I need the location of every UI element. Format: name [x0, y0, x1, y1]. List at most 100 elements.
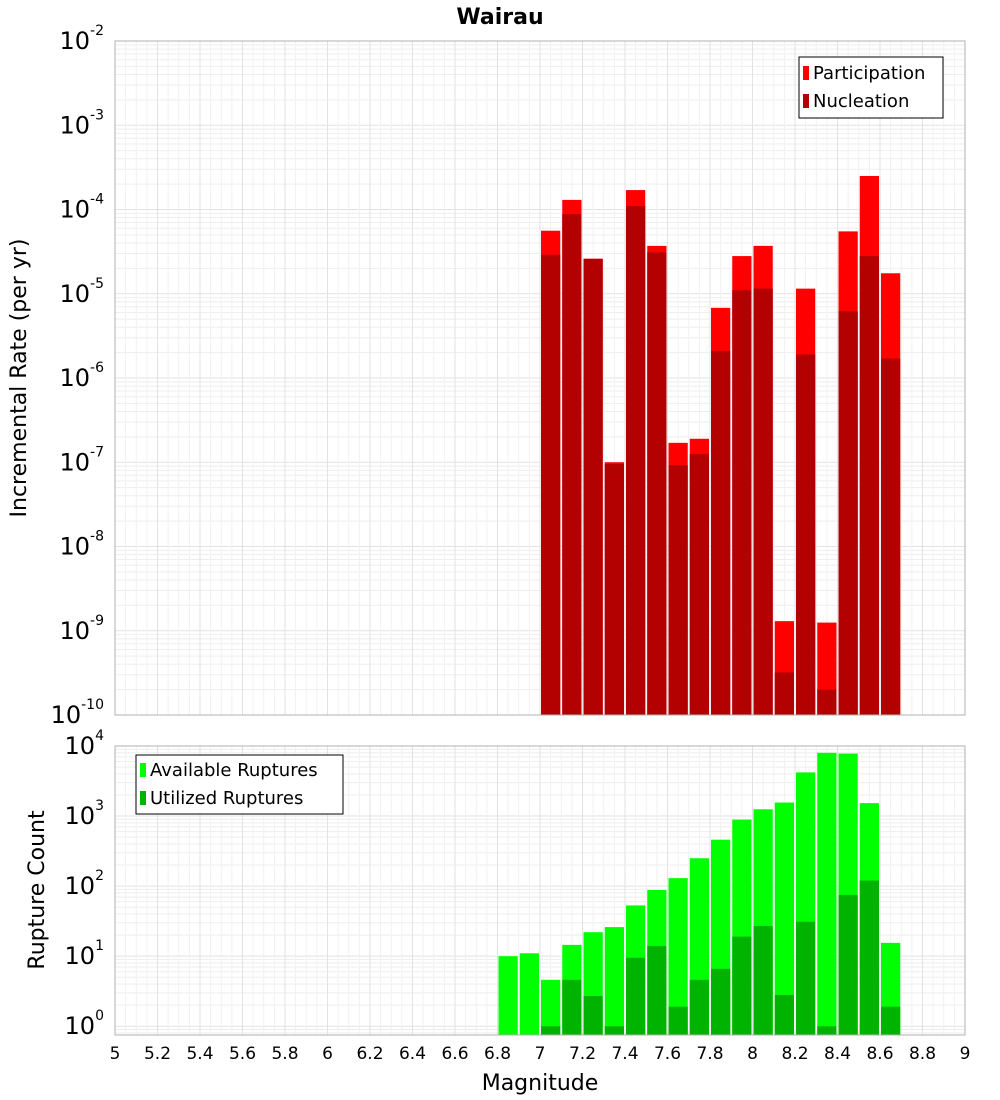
bar-nucleation-7.3	[604, 464, 624, 715]
bottom-bars	[498, 752, 901, 1035]
legend-swatch-nucleation	[803, 94, 809, 108]
bottom-y-axis-label: Rupture Count	[25, 810, 50, 970]
x-tick-label: 8.8	[909, 1044, 936, 1064]
x-tick-label: 5.8	[271, 1044, 298, 1064]
top-plot-frame	[114, 40, 966, 716]
top-bars	[541, 175, 901, 716]
bar-nucleation-7.1	[562, 214, 582, 715]
bar-nucleation-8.2	[796, 354, 816, 715]
top-y-tick-label: 10-5	[59, 276, 104, 308]
top-y-tick-label: 10-6	[59, 360, 104, 392]
bar-utilized-ruptures-7.7	[689, 979, 709, 1035]
bar-nucleation-7	[541, 254, 561, 715]
legend-swatch-utilized-ruptures	[140, 791, 146, 805]
top-y-tick-label: 10-9	[59, 613, 104, 645]
bar-utilized-ruptures-7	[541, 1026, 561, 1035]
top-y-axis-label: Incremental Rate (per yr)	[7, 239, 32, 518]
chart-title: Wairau	[456, 5, 543, 30]
bar-nucleation-7.4	[626, 206, 646, 715]
x-tick-label: 8	[747, 1044, 758, 1064]
x-tick-label: 6.6	[441, 1044, 468, 1064]
x-tick-label: 7.8	[696, 1044, 723, 1064]
bottom-legend: Available Ruptures Utilized Ruptures	[135, 754, 344, 815]
bar-available-ruptures-7	[541, 979, 561, 1035]
bar-nucleation-8.4	[838, 311, 858, 715]
bar-available-ruptures-7.3	[604, 927, 624, 1035]
bar-utilized-ruptures-7.4	[626, 957, 646, 1035]
bar-utilized-ruptures-7.3	[604, 1026, 624, 1035]
top-grid	[114, 41, 966, 716]
legend-swatch-participation	[803, 66, 809, 80]
x-tick-label: 5.4	[186, 1044, 213, 1064]
x-tick-label: 5.6	[229, 1044, 256, 1064]
bar-available-ruptures-8.1	[774, 802, 794, 1035]
legend-label-available-ruptures: Available Ruptures	[150, 760, 318, 781]
bottom-y-tick-label: 102	[65, 868, 104, 900]
top-y-tick-label: 10-4	[59, 192, 104, 224]
top-legend-box	[798, 56, 944, 119]
bar-utilized-ruptures-8	[753, 925, 773, 1035]
bar-nucleation-7.7	[689, 454, 709, 715]
legend-swatch-available-ruptures	[140, 763, 146, 777]
x-ticks: 5 5.2 5.4 5.6 5.8 6 6.2 6.4 6.6 6.8 7 7.2 7.4 7.6 7.8 8…	[110, 1044, 971, 1064]
bar-utilized-ruptures-8.3	[817, 1026, 837, 1035]
x-tick-label: 7.2	[569, 1044, 596, 1064]
top-legend: Participation Nucleation	[798, 56, 944, 119]
legend-label-nucleation: Nucleation	[813, 91, 909, 112]
bar-available-ruptures-6.8	[498, 956, 518, 1035]
bar-nucleation-7.2	[583, 258, 603, 715]
bar-nucleation-8.1	[774, 672, 794, 715]
x-tick-label: 6.8	[484, 1044, 511, 1064]
bar-utilized-ruptures-8.5	[859, 880, 879, 1035]
x-tick-label: 5	[110, 1044, 121, 1064]
bar-utilized-ruptures-7.8	[711, 968, 731, 1035]
bottom-y-tick-label: 101	[65, 938, 104, 970]
bar-available-ruptures-8.3	[817, 752, 837, 1035]
bar-nucleation-8	[753, 288, 773, 715]
top-y-tick-label: 10-2	[59, 23, 104, 55]
bar-nucleation-8.5	[859, 256, 879, 715]
bar-utilized-ruptures-8.4	[838, 894, 858, 1035]
bar-nucleation-7.9	[732, 290, 752, 715]
legend-label-participation: Participation	[813, 63, 925, 84]
x-axis-label: Magnitude	[482, 1071, 599, 1096]
x-tick-label: 8.2	[781, 1044, 808, 1064]
bar-nucleation-8.6	[881, 358, 901, 715]
top-y-tick-label: 10-7	[59, 444, 104, 476]
x-tick-label: 9	[960, 1044, 971, 1064]
top-y-tick-label: 10-3	[59, 107, 104, 139]
bar-utilized-ruptures-8.1	[774, 994, 794, 1035]
bar-utilized-ruptures-7.2	[583, 996, 603, 1035]
top-y-ticks: 10-10 10-9 10-8 10-7 10-6 10-5 10-4 10-3 10-2	[51, 23, 105, 729]
bottom-plot-frame	[114, 745, 966, 1036]
bar-utilized-ruptures-7.9	[732, 936, 752, 1035]
legend-label-utilized-ruptures: Utilized Ruptures	[150, 788, 303, 809]
x-tick-label: 8.6	[866, 1044, 893, 1064]
bar-nucleation-7.8	[711, 350, 731, 715]
x-tick-label: 6.4	[399, 1044, 426, 1064]
bar-utilized-ruptures-7.1	[562, 979, 582, 1035]
bottom-y-tick-label: 100	[65, 1008, 104, 1040]
x-tick-label: 7.6	[654, 1044, 681, 1064]
x-tick-label: 5.2	[144, 1044, 171, 1064]
bar-nucleation-7.5	[647, 252, 667, 715]
x-tick-label: 7	[535, 1044, 546, 1064]
bar-available-ruptures-7.6	[668, 878, 688, 1035]
x-tick-label: 8.4	[824, 1044, 851, 1064]
bar-utilized-ruptures-7.5	[647, 945, 667, 1035]
bottom-y-tick-label: 103	[65, 798, 104, 830]
bar-utilized-ruptures-7.6	[668, 1006, 688, 1035]
bottom-y-tick-label: 104	[65, 728, 105, 760]
bar-utilized-ruptures-8.6	[881, 1006, 901, 1035]
x-tick-label: 6.2	[356, 1044, 383, 1064]
x-tick-label: 7.4	[611, 1044, 638, 1064]
x-tick-label: 6	[322, 1044, 333, 1064]
bar-nucleation-8.3	[817, 689, 837, 715]
bar-utilized-ruptures-8.2	[796, 921, 816, 1035]
bottom-y-ticks: 100 101 102 103 104	[65, 728, 105, 1040]
top-y-tick-label: 10-8	[59, 529, 104, 561]
bottom-legend-box	[135, 754, 344, 815]
bar-available-ruptures-6.9	[519, 953, 539, 1035]
bar-nucleation-7.6	[668, 465, 688, 715]
